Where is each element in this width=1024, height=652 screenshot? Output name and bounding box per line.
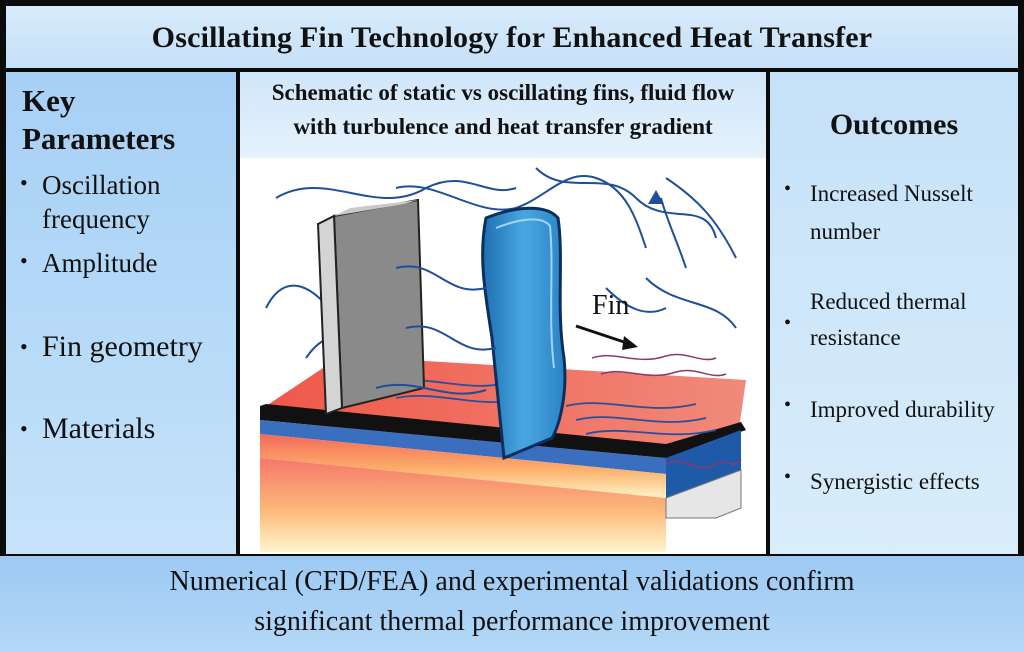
- bullet-icon: •: [784, 312, 792, 334]
- turbulence-lines: [591, 353, 742, 469]
- list-item-label: Amplitude: [42, 248, 158, 278]
- footer-text: Numerical (CFD/FEA) and experimental val…: [0, 562, 1024, 642]
- page-title: Oscillating Fin Technology for Enhanced …: [151, 21, 873, 54]
- list-item-label: Fin geometry: [42, 330, 203, 363]
- bullet-icon: •: [20, 334, 28, 359]
- outcome-item-label: resistance: [810, 325, 901, 350]
- bullet-icon: •: [20, 416, 28, 441]
- outcome-item-label: Improved durability: [810, 397, 995, 422]
- bullet-icon: •: [784, 178, 792, 200]
- schematic-panel: Schematic of static vs oscillating fins,…: [240, 72, 766, 554]
- outcomes-heading: Outcomes: [829, 108, 959, 141]
- static-fin-front: [332, 198, 426, 410]
- footer-line2: significant thermal performance improvem…: [254, 606, 770, 637]
- list-item-label: frequency: [42, 204, 150, 234]
- schematic-caption: Schematic of static vs oscillating fins,…: [240, 76, 766, 144]
- bullet-icon: •: [20, 170, 28, 195]
- footer-line1: Numerical (CFD/FEA) and experimental val…: [169, 566, 855, 597]
- outcome-item-label: Increased Nusselt: [810, 181, 973, 206]
- arrow-up-icon: [648, 190, 664, 204]
- list-item-label: Materials: [42, 412, 156, 445]
- heading-line2: Parameters: [22, 121, 176, 156]
- fin-pointer-arrowhead: [622, 336, 638, 350]
- base-right-face: [666, 430, 741, 498]
- bullet-icon: •: [784, 466, 792, 488]
- base-layer-blue: [260, 420, 666, 474]
- outcome-item-label: Synergistic effects: [810, 469, 980, 494]
- base-side-lower: [260, 458, 666, 552]
- bullet-icon: •: [20, 248, 28, 273]
- caption-line1: Schematic of static vs oscillating fins,…: [271, 80, 735, 105]
- key-parameters-panel: Key Parameters • Oscillation frequency •…: [6, 72, 236, 554]
- outcomes-panel: Outcomes • Increased Nusselt number • Re…: [770, 72, 1018, 554]
- fin-label: Fin: [592, 290, 629, 321]
- footer-banner: Numerical (CFD/FEA) and experimental val…: [0, 556, 1024, 652]
- outcome-item-label: number: [810, 219, 881, 244]
- base-side-gradient: [260, 434, 666, 498]
- base-step: [665, 469, 742, 519]
- caption-line2: with turbulence and heat transfer gradie…: [293, 114, 713, 139]
- oscillating-fin-highlight: [495, 218, 555, 369]
- heading-line1: Key: [22, 83, 76, 118]
- flow-lines-front: [375, 265, 497, 395]
- outcome-item-label: Reduced thermal: [810, 289, 967, 314]
- list-item-label: Oscillation: [42, 170, 161, 200]
- static-fin-top: [334, 200, 418, 216]
- fin-schematic-illustration: Fin: [260, 167, 746, 552]
- static-fin-side: [316, 214, 344, 416]
- fin-pointer-line: [575, 324, 631, 346]
- bullet-icon: •: [784, 394, 792, 416]
- oscillating-fin: [481, 206, 567, 461]
- key-parameters-heading: Key Parameters: [22, 82, 175, 158]
- schematic-caption-area: Schematic of static vs oscillating fins,…: [240, 72, 766, 158]
- title-bar: Oscillating Fin Technology for Enhanced …: [6, 6, 1018, 68]
